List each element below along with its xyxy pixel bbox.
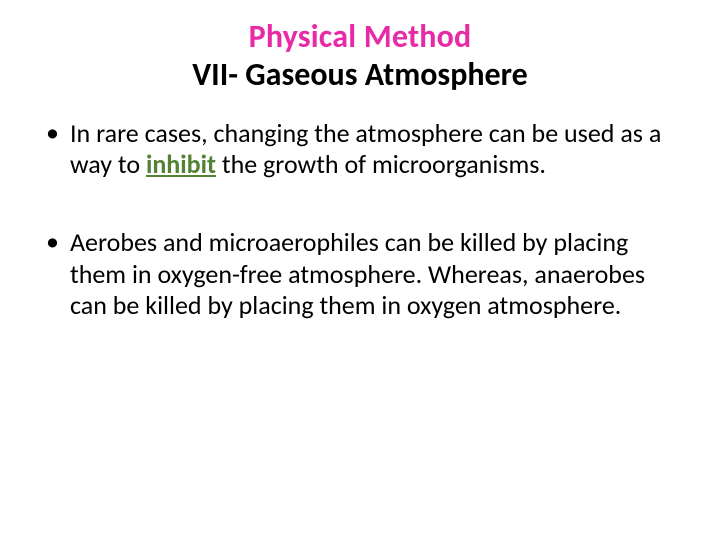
bullet-text-post: the growth of microorganisms. — [216, 148, 546, 180]
bullet-list: In rare cases, changing the atmosphere c… — [40, 118, 680, 323]
slide-title: Physical Method VII- Gaseous Atmosphere — [40, 18, 680, 94]
list-item: Aerobes and microaerophiles can be kille… — [40, 227, 680, 322]
slide: Physical Method VII- Gaseous Atmosphere … — [0, 0, 720, 540]
list-item: In rare cases, changing the atmosphere c… — [40, 118, 680, 181]
bullet-emph: inhibit — [146, 148, 216, 180]
title-line-2: VII- Gaseous Atmosphere — [40, 56, 680, 94]
bullet-text-pre: Aerobes and microaerophiles can be kille… — [70, 226, 645, 321]
title-line-1: Physical Method — [40, 18, 680, 56]
